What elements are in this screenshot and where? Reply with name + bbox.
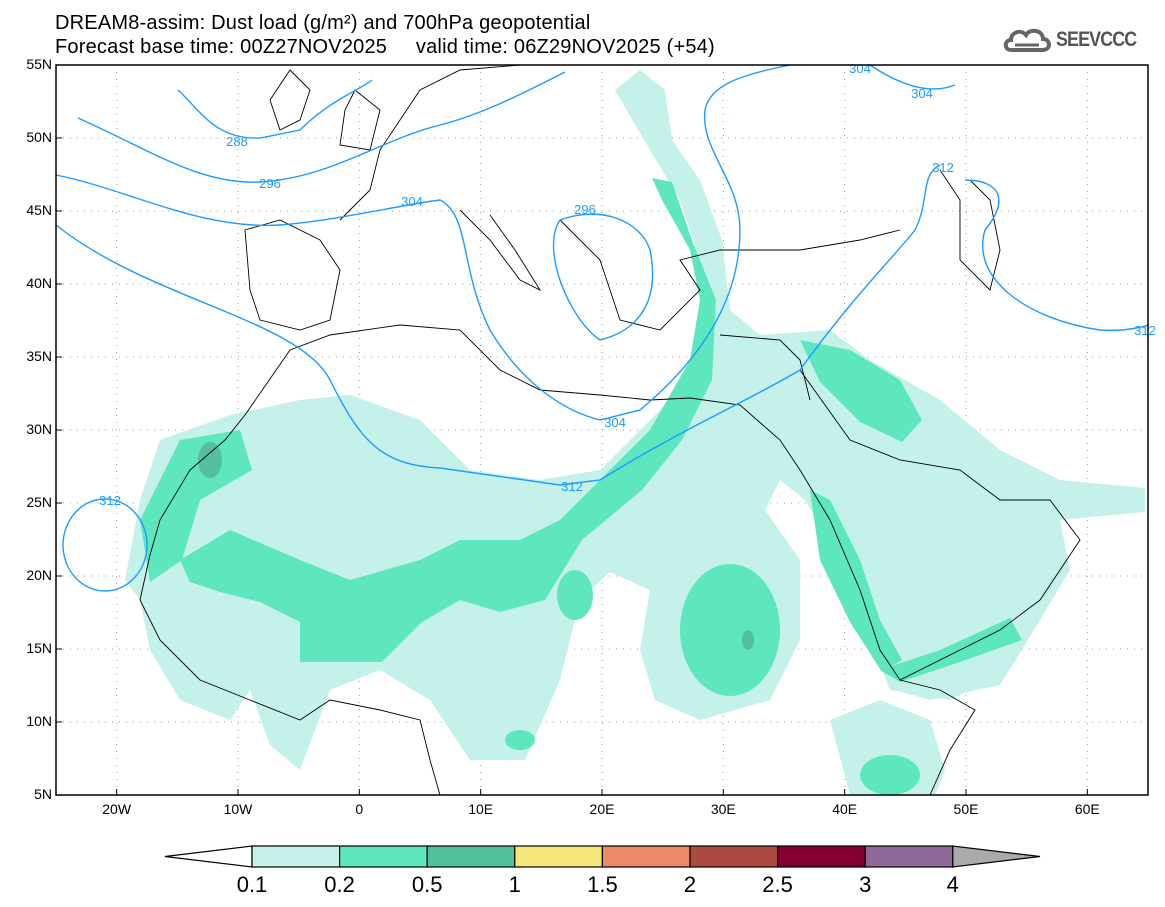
contour-312-east	[964, 179, 1149, 332]
colorbar-label: 4	[946, 872, 959, 897]
lat-label: 5N	[34, 786, 52, 802]
dust-region-medium	[860, 755, 920, 795]
contour-label: 296	[574, 202, 596, 217]
dust-region-medium	[140, 430, 252, 582]
contour-labels: 288 296 304 304 312 312 296 304 312 304 312	[99, 61, 1156, 508]
lat-label: 20N	[26, 567, 52, 583]
colorbar-label: 1.5	[587, 872, 618, 897]
contour-label: 312	[561, 479, 583, 494]
colorbar-bin	[339, 845, 428, 868]
lon-label: 40E	[832, 801, 858, 817]
lat-label: 30N	[26, 421, 52, 437]
chart-title: DREAM8-assim: Dust load (g/m²) and 700hP…	[55, 12, 591, 34]
colorbar-label: 3	[859, 872, 872, 897]
dust-region-medium	[880, 618, 1022, 682]
contour-296	[77, 71, 566, 183]
dust-region-medium	[557, 570, 593, 620]
lat-label: 25N	[26, 494, 52, 510]
lon-label: 0	[355, 801, 364, 817]
colorbar-label: 1	[508, 872, 521, 897]
cloud-icon	[1004, 28, 1052, 52]
axis-ticks	[56, 64, 1088, 796]
lat-label: 40N	[26, 275, 52, 291]
lat-label: 10N	[26, 713, 52, 729]
lon-label: 50E	[953, 801, 979, 817]
contour-288	[177, 79, 373, 139]
dust-region-medium	[680, 564, 780, 696]
dust-region-medium	[800, 340, 922, 442]
contour-312-atlantic	[62, 498, 148, 592]
contour-label: 296	[259, 176, 281, 191]
contour-label: 304	[849, 61, 871, 76]
contour-label: 304	[911, 86, 933, 101]
colorbar-label: 0.1	[236, 872, 268, 897]
colorbar-bin	[601, 845, 691, 868]
dust-region-medium	[505, 730, 535, 750]
lon-label: 20W	[102, 801, 132, 817]
colorbar-label: 2.5	[762, 872, 793, 897]
colorbar-bin	[776, 845, 866, 868]
logo-text: SEEVCCC	[1056, 28, 1137, 51]
lon-label: 30E	[710, 801, 736, 817]
colorbar-bin	[426, 845, 516, 868]
contour-label: 288	[226, 134, 248, 149]
contour-312-west	[55, 164, 941, 486]
coastlines	[139, 64, 1081, 796]
colorbar-bin	[864, 845, 954, 868]
contour-label: 312	[1134, 323, 1156, 338]
dust-region-medium	[180, 178, 716, 662]
colorbar-bin	[251, 845, 341, 868]
dust-region-dark	[742, 630, 754, 650]
dust-field	[125, 70, 1145, 795]
forecast-times: Forecast base time: 00Z27NOV2025 valid t…	[55, 36, 715, 58]
contour-label: 304	[401, 194, 423, 209]
lon-label: 60E	[1074, 801, 1100, 817]
seevccc-logo: SEEVCCC	[1003, 26, 1151, 54]
colorbar-label: 0.5	[411, 872, 443, 897]
colorbar-above-arrow	[952, 845, 1041, 868]
contour-304-east	[869, 64, 956, 90]
contour-304-west	[55, 64, 791, 421]
lat-label: 50N	[26, 129, 52, 145]
lon-label: 10E	[468, 801, 494, 817]
dust-region-dark	[198, 442, 222, 478]
colorbar-bin	[689, 845, 779, 868]
dust-region-light	[870, 520, 1060, 700]
colorbar	[164, 845, 1041, 868]
colorbar-label: 0.2	[324, 872, 355, 897]
lat-label: 35N	[26, 348, 52, 364]
lat-label: 55N	[26, 56, 52, 72]
lat-label: 15N	[26, 640, 52, 656]
contour-label: 312	[99, 493, 121, 508]
lon-label: 20E	[589, 801, 615, 817]
lat-label: 45N	[26, 202, 52, 218]
colorbar-label: 2	[683, 872, 697, 897]
contour-label: 312	[932, 160, 954, 175]
geopotential-contours	[55, 64, 1149, 592]
colorbar-bin	[514, 845, 603, 868]
contour-label: 304	[604, 415, 626, 430]
contour-296-balkans	[552, 213, 654, 341]
colorbar-below-arrow	[164, 845, 253, 868]
lon-label: 10W	[223, 801, 253, 817]
